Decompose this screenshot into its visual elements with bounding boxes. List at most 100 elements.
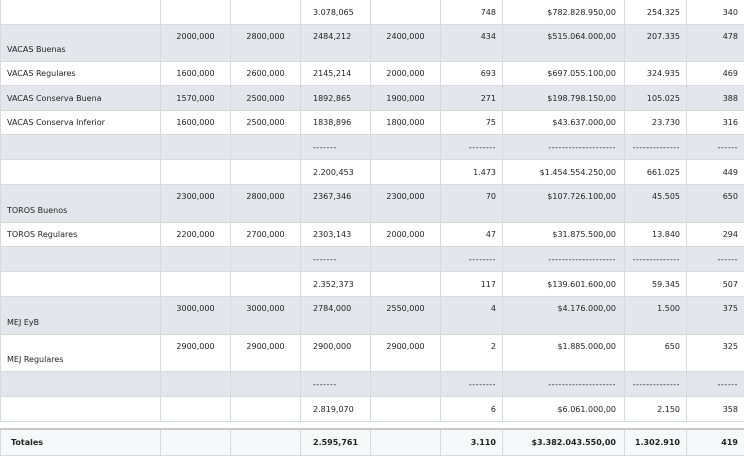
dash-cell: -------- bbox=[440, 134, 503, 160]
cell: 1.302.910 bbox=[624, 428, 687, 456]
cell: 59.345 bbox=[624, 271, 687, 297]
table-row: 3.078,065 748 $782.828.950,00 254.325 34… bbox=[0, 0, 744, 25]
cell: 1600,000 bbox=[160, 110, 231, 135]
row-label: VACAS Regulares bbox=[0, 61, 161, 86]
cell: 2600,000 bbox=[230, 61, 301, 86]
cell: 325 bbox=[686, 334, 744, 372]
dash-cell: ------ bbox=[686, 134, 744, 160]
separator-row: ------- -------- -------------------- --… bbox=[0, 246, 744, 272]
cell bbox=[370, 428, 441, 456]
cell: 3000,000 bbox=[230, 296, 301, 335]
cell: $1.454.554.250,00 bbox=[502, 159, 625, 185]
subtotal-row: 2.819,070 6 $6.061.000,00 2.150 358 bbox=[0, 396, 744, 422]
cell bbox=[370, 159, 441, 185]
cell: 748 bbox=[440, 0, 503, 25]
cell bbox=[370, 396, 441, 422]
cell: 358 bbox=[686, 396, 744, 422]
cell: 2000,000 bbox=[370, 222, 441, 247]
cell: 1570,000 bbox=[160, 85, 231, 111]
row-label bbox=[0, 246, 161, 272]
cell bbox=[230, 371, 301, 397]
cell bbox=[370, 134, 441, 160]
cell: 2.352,373 bbox=[300, 271, 371, 297]
row-label: VACAS Conserva Inferior bbox=[0, 110, 161, 135]
cell: 375 bbox=[686, 296, 744, 335]
cell bbox=[230, 0, 301, 25]
cell: $139.601.600,00 bbox=[502, 271, 625, 297]
cell bbox=[230, 396, 301, 422]
spacer-row bbox=[0, 421, 744, 429]
cell: $1.885.000,00 bbox=[502, 334, 625, 372]
cell: 3.110 bbox=[440, 428, 503, 456]
table-row: TOROS Buenos 2300,000 2800,000 2367,346 … bbox=[0, 184, 744, 223]
cell: 2000,000 bbox=[160, 24, 231, 62]
cell: 661.025 bbox=[624, 159, 687, 185]
dash-cell: ------ bbox=[686, 246, 744, 272]
cell bbox=[230, 134, 301, 160]
dash-cell: -------------------- bbox=[502, 371, 625, 397]
cell: 70 bbox=[440, 184, 503, 223]
cell: 478 bbox=[686, 24, 744, 62]
cell: 1.500 bbox=[624, 296, 687, 335]
subtotal-row: 2.352,373 117 $139.601.600,00 59.345 507 bbox=[0, 271, 744, 297]
cell: $43.637.000,00 bbox=[502, 110, 625, 135]
cell: $198.798.150,00 bbox=[502, 85, 625, 111]
cell: 2400,000 bbox=[370, 24, 441, 62]
cell: 105.025 bbox=[624, 85, 687, 111]
cell: $782.828.950,00 bbox=[502, 0, 625, 25]
cell bbox=[230, 246, 301, 272]
cell: 2900,000 bbox=[370, 334, 441, 372]
cell: 6 bbox=[440, 396, 503, 422]
table-row: MEJ EyB 3000,000 3000,000 2784,000 2550,… bbox=[0, 296, 744, 335]
cell: 324.935 bbox=[624, 61, 687, 86]
dash-cell: -------- bbox=[440, 246, 503, 272]
cell bbox=[370, 0, 441, 25]
row-label: MEJ Regulares bbox=[0, 334, 161, 372]
cell: 1800,000 bbox=[370, 110, 441, 135]
cell: 469 bbox=[686, 61, 744, 86]
cell: 2300,000 bbox=[370, 184, 441, 223]
cell: 449 bbox=[686, 159, 744, 185]
cell: 2500,000 bbox=[230, 110, 301, 135]
row-label bbox=[0, 0, 161, 25]
row-label bbox=[0, 271, 161, 297]
cell: 419 bbox=[686, 428, 744, 456]
table-row: TOROS Regulares 2200,000 2700,000 2303,1… bbox=[0, 222, 744, 247]
cell: $31.875.500,00 bbox=[502, 222, 625, 247]
cell: 2303,143 bbox=[300, 222, 371, 247]
row-label: VACAS Conserva Buena bbox=[0, 85, 161, 111]
cell bbox=[230, 428, 301, 456]
cell: 2.200,453 bbox=[300, 159, 371, 185]
cell: 4 bbox=[440, 296, 503, 335]
cell: $697.055.100,00 bbox=[502, 61, 625, 86]
cell: 1892,865 bbox=[300, 85, 371, 111]
row-label bbox=[0, 396, 161, 422]
cell: 271 bbox=[440, 85, 503, 111]
cell: 650 bbox=[624, 334, 687, 372]
totals-row: Totales 2.595,761 3.110 $3.382.043.550,0… bbox=[0, 428, 744, 456]
table-row: VACAS Regulares 1600,000 2600,000 2145,2… bbox=[0, 61, 744, 86]
dash-cell: -------------- bbox=[624, 371, 687, 397]
cell bbox=[370, 246, 441, 272]
cell bbox=[160, 159, 231, 185]
cell: 2784,000 bbox=[300, 296, 371, 335]
row-label bbox=[0, 371, 161, 397]
cell: $515.064.000,00 bbox=[502, 24, 625, 62]
cell: $6.061.000,00 bbox=[502, 396, 625, 422]
cell: 2.150 bbox=[624, 396, 687, 422]
row-label: MEJ EyB bbox=[0, 296, 161, 335]
cell: 2900,000 bbox=[230, 334, 301, 372]
cell bbox=[160, 428, 231, 456]
row-label bbox=[0, 159, 161, 185]
row-label: TOROS Buenos bbox=[0, 184, 161, 223]
cell bbox=[160, 271, 231, 297]
cell: 2.819,070 bbox=[300, 396, 371, 422]
cell: $4.176.000,00 bbox=[502, 296, 625, 335]
cell: 340 bbox=[686, 0, 744, 25]
cell bbox=[160, 396, 231, 422]
spacer bbox=[0, 421, 744, 429]
cell bbox=[160, 134, 231, 160]
cell: 23.730 bbox=[624, 110, 687, 135]
cell: 2145,214 bbox=[300, 61, 371, 86]
cell: 2000,000 bbox=[370, 61, 441, 86]
